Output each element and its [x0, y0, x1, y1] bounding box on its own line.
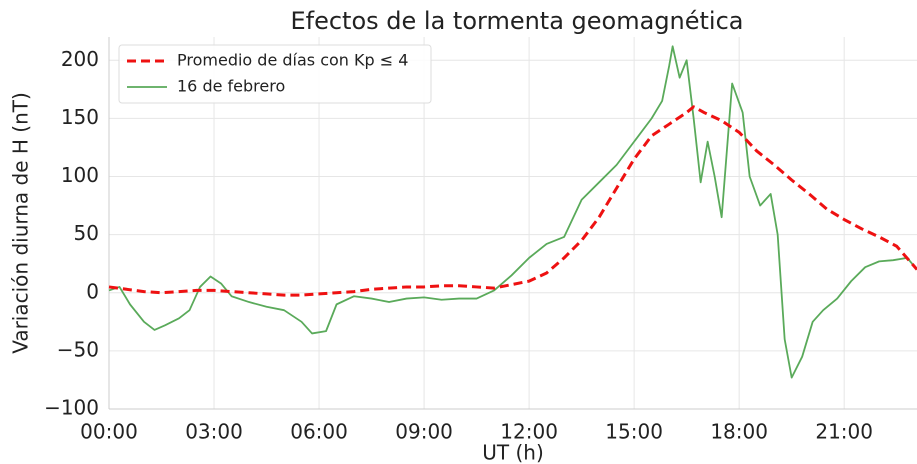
chart-title: Efectos de la tormenta geomagnética	[290, 7, 743, 35]
y-tick-label: 50	[74, 221, 99, 245]
x-tick-label: 15:00	[605, 420, 663, 444]
x-axis-label: UT (h)	[482, 441, 544, 464]
x-tick-label: 06:00	[290, 420, 348, 444]
y-tick-label: 0	[86, 279, 99, 303]
x-tick-label: 00:00	[80, 420, 138, 444]
y-tick-label: −50	[57, 337, 99, 361]
y-tick-label: 100	[61, 163, 99, 187]
legend-label: 16 de febrero	[177, 77, 285, 96]
x-tick-label: 09:00	[395, 420, 453, 444]
x-tick-label: 03:00	[185, 420, 243, 444]
data-line	[108, 105, 917, 297]
y-axis-label: Variación diurna de H (nT)	[9, 92, 33, 354]
legend-box	[118, 44, 432, 104]
x-tick-label: 21:00	[815, 420, 873, 444]
x-tick-label: 12:00	[500, 420, 558, 444]
legend-label: Promedio de días con Kp ≤ 4	[177, 51, 408, 70]
y-tick-label: −100	[44, 396, 99, 420]
x-tick-label: 18:00	[710, 420, 768, 444]
y-tick-label: 200	[61, 47, 99, 71]
y-tick-label: 150	[61, 105, 99, 129]
